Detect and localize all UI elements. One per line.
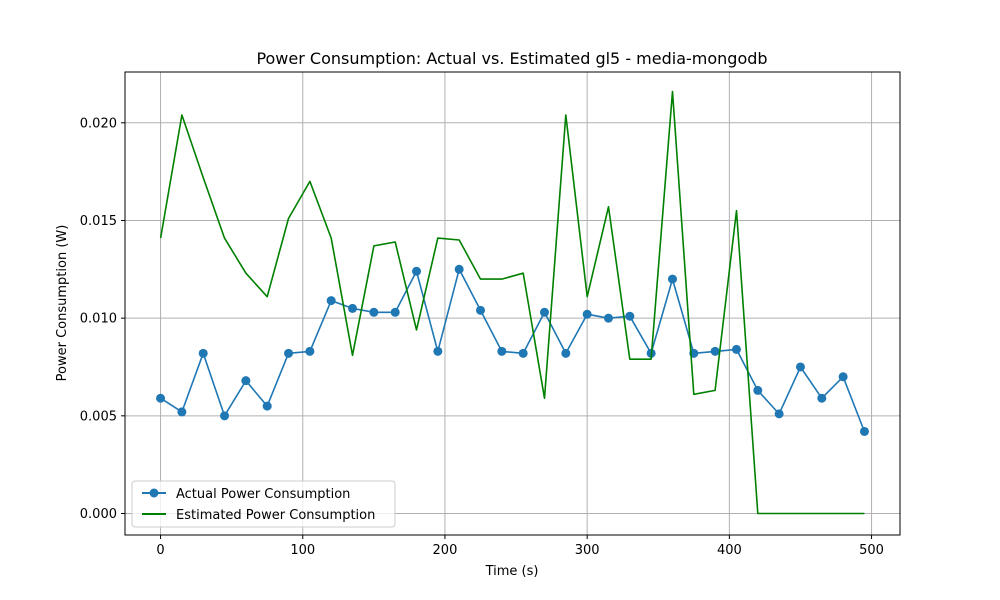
data-point	[262, 401, 272, 411]
data-point	[156, 393, 166, 403]
data-point	[582, 309, 592, 319]
y-tick-label: 0.020	[80, 116, 117, 131]
data-point	[710, 346, 720, 356]
data-point	[433, 346, 443, 356]
y-tick-label: 0.000	[80, 507, 117, 522]
legend-marker-actual	[149, 488, 159, 498]
data-point	[795, 362, 805, 372]
data-point	[859, 426, 869, 436]
series-line-1	[159, 90, 865, 515]
legend-box	[131, 480, 396, 528]
chart-title: Power Consumption: Actual vs. Estimated …	[256, 49, 767, 68]
y-axis-label: Power Consumption (W)	[55, 225, 70, 382]
data-point	[369, 307, 379, 317]
data-point	[284, 348, 294, 358]
axis-ticks: 0 100 200 300 400 500 0.000 0.005 0.010 0.015 0.02…	[80, 116, 884, 558]
data-point	[390, 307, 400, 317]
data-point	[753, 385, 763, 395]
grid	[125, 72, 900, 535]
x-tick-label: 300	[575, 543, 600, 558]
data-point	[177, 407, 187, 417]
data-point	[241, 376, 251, 386]
data-point	[326, 296, 336, 306]
x-tick-label: 500	[859, 543, 884, 558]
data-point	[561, 348, 571, 358]
data-point	[497, 346, 507, 356]
series-layer	[156, 90, 869, 515]
y-tick-label: 0.010	[80, 312, 117, 327]
x-tick-label: 400	[717, 543, 742, 558]
y-tick-label: 0.015	[80, 214, 117, 229]
x-axis-label: Time (s)	[485, 564, 539, 579]
data-point	[305, 346, 315, 356]
x-tick-label: 200	[433, 543, 458, 558]
legend: Actual Power Consumption Estimated Power…	[131, 480, 396, 528]
y-tick-label: 0.005	[80, 409, 117, 424]
data-point	[667, 274, 677, 284]
data-point	[198, 348, 208, 358]
data-point	[603, 313, 613, 323]
data-point	[476, 305, 486, 315]
plot-area-frame	[124, 71, 901, 536]
data-point	[539, 307, 549, 317]
data-point	[220, 411, 230, 421]
data-point	[518, 348, 528, 358]
legend-label-estimated: Estimated Power Consumption	[176, 508, 375, 523]
legend-label-actual: Actual Power Consumption	[176, 487, 350, 502]
data-point	[454, 264, 464, 274]
data-point	[817, 393, 827, 403]
x-tick-label: 0	[156, 543, 164, 558]
data-point	[774, 409, 784, 419]
data-point	[625, 311, 635, 321]
data-point	[731, 344, 741, 354]
x-tick-label: 100	[290, 543, 315, 558]
data-point	[412, 266, 422, 276]
data-point	[348, 303, 358, 313]
data-point	[838, 372, 848, 382]
